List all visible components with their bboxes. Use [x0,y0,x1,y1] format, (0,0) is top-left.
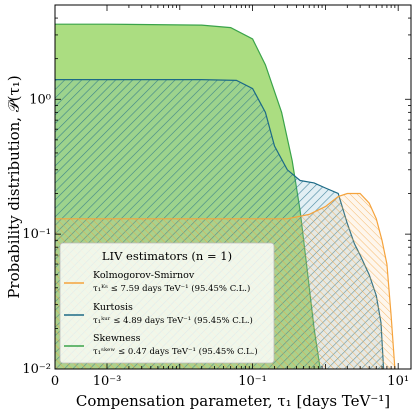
legend-ks-detail: τ₁ᴷˢ ≤ 7.59 days TeV⁻¹ (95.45% C.L.) [93,283,250,294]
plot-frame [54,4,412,370]
legend-skewness-name: Skewness [93,333,141,344]
kolmogorov-smirnov-line [55,192,396,369]
legend-title: LIV estimators (n = 1) [102,249,232,263]
legend-ks-name: Kolmogorov-Smirnov [93,270,195,281]
legend-kurtosis-detail: τ₁ᵏᵘʳ ≤ 4.89 days TeV⁻¹ (95.45% C.L.) [93,315,253,326]
y-axis-label: Probability distribution, 𝒫(τ₁) [5,75,23,298]
legend-box [59,242,275,364]
legend: LIV estimators (n = 1) Kolmogorov-Smirno… [59,242,275,364]
y-tick-label: 10⁻² [22,362,51,377]
y-tick-label: 10⁰ [29,92,51,107]
x-tick-label: 10⁻¹ [238,374,267,389]
x-axis-label: Compensation parameter, τ₁ [days TeV⁻¹] [76,392,390,410]
legend-kurtosis-name: Kurtosis [93,302,133,313]
y-tick-label: 10⁻¹ [22,227,51,242]
x-tick-label: 10¹ [387,374,409,389]
x-tick-label: 0 [51,374,59,389]
legend-skewness-detail: τ₁ˢᵏᵉʷ ≤ 0.47 days TeV⁻¹ (95.45% C.L.) [93,346,258,357]
x-tick-label: 10⁻³ [93,374,122,389]
axis-ticks: 0 10⁻³ 10⁻¹ 10¹ 10⁻² 10⁻¹ 10⁰ [22,4,411,389]
